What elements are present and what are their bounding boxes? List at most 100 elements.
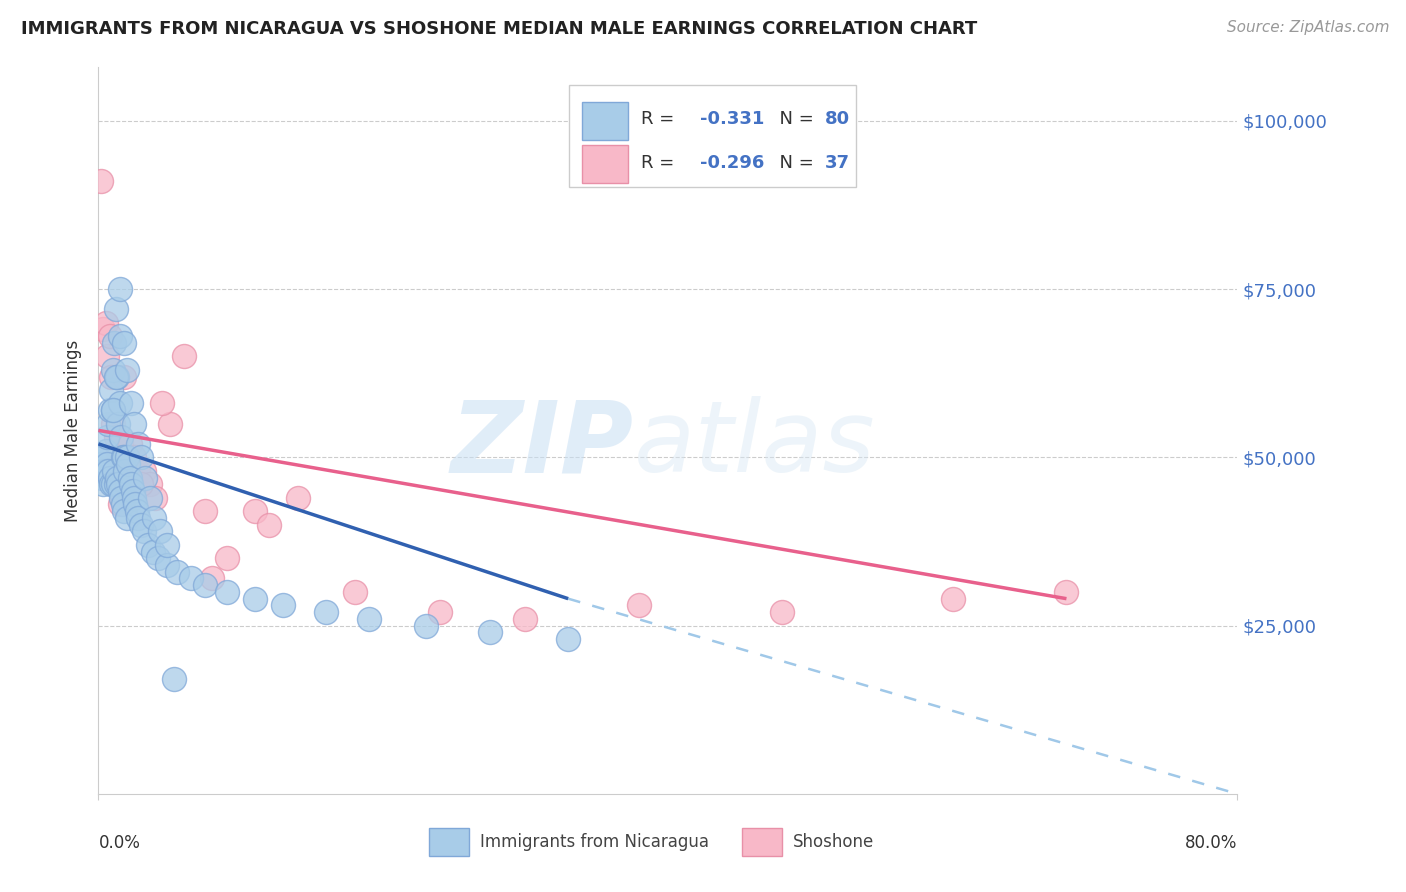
Point	[152, 396, 174, 410]
Point	[96, 457, 118, 471]
Point	[96, 430, 118, 444]
Point	[101, 363, 124, 377]
Point	[91, 470, 114, 484]
Text: atlas: atlas	[634, 396, 876, 493]
Point	[93, 450, 115, 465]
Point	[136, 538, 159, 552]
Point	[90, 457, 112, 471]
Point	[124, 498, 146, 512]
Point	[103, 335, 125, 350]
Point	[194, 504, 217, 518]
Point	[429, 605, 451, 619]
Text: 0.0%: 0.0%	[98, 834, 141, 852]
Point	[243, 591, 266, 606]
Point	[127, 511, 149, 525]
Point	[101, 403, 124, 417]
Point	[108, 282, 131, 296]
Point	[141, 544, 163, 558]
Point	[89, 450, 111, 465]
Point	[112, 504, 135, 518]
Point	[91, 464, 114, 478]
Point	[94, 316, 117, 330]
Point	[90, 174, 112, 188]
Point	[121, 483, 143, 498]
Point	[108, 483, 131, 498]
Point	[557, 632, 579, 646]
Point	[515, 612, 537, 626]
Point	[110, 430, 132, 444]
Point	[259, 517, 281, 532]
Point	[103, 464, 125, 478]
Point	[415, 618, 437, 632]
Point	[770, 605, 793, 619]
Point	[105, 369, 128, 384]
Point	[122, 491, 145, 505]
Point	[166, 565, 188, 579]
Point	[173, 349, 195, 363]
Text: ZIP: ZIP	[451, 396, 634, 493]
Bar	[429, 828, 468, 855]
Point	[118, 437, 141, 451]
Point	[100, 477, 122, 491]
Point	[111, 450, 134, 465]
Point	[118, 470, 141, 484]
Text: N =: N =	[768, 111, 820, 128]
Text: R =: R =	[641, 153, 679, 172]
Bar	[582, 102, 628, 140]
Point	[101, 477, 124, 491]
Point	[273, 599, 295, 613]
Point	[112, 369, 135, 384]
Point	[215, 551, 238, 566]
Point	[104, 477, 127, 491]
Text: Shoshone: Shoshone	[793, 833, 875, 851]
Point	[104, 369, 127, 384]
Point	[132, 524, 155, 539]
Y-axis label: Median Male Earnings: Median Male Earnings	[65, 339, 83, 522]
Point	[134, 470, 156, 484]
Text: R =: R =	[641, 111, 679, 128]
Point	[115, 464, 138, 478]
Point	[112, 450, 135, 465]
Point	[115, 511, 138, 525]
Point	[180, 572, 202, 586]
Text: N =: N =	[768, 153, 820, 172]
Text: Source: ZipAtlas.com: Source: ZipAtlas.com	[1226, 20, 1389, 35]
Point	[215, 585, 238, 599]
Point	[115, 450, 138, 465]
Text: Immigrants from Nicaragua: Immigrants from Nicaragua	[479, 833, 709, 851]
Point	[108, 396, 131, 410]
Point	[159, 417, 181, 431]
Point	[942, 591, 965, 606]
Point	[108, 329, 131, 343]
Point	[357, 612, 380, 626]
Point	[98, 470, 121, 484]
Point	[98, 403, 121, 417]
Point	[111, 498, 134, 512]
Text: IMMIGRANTS FROM NICARAGUA VS SHOSHONE MEDIAN MALE EARNINGS CORRELATION CHART: IMMIGRANTS FROM NICARAGUA VS SHOSHONE ME…	[21, 20, 977, 37]
Point	[100, 369, 122, 384]
Point	[120, 477, 142, 491]
Point	[93, 477, 115, 491]
Point	[110, 437, 132, 451]
Point	[122, 417, 145, 431]
Point	[122, 450, 145, 465]
Point	[107, 477, 129, 491]
Point	[120, 396, 142, 410]
Point	[343, 585, 366, 599]
Point	[105, 470, 128, 484]
Point	[125, 504, 148, 518]
Point	[108, 498, 131, 512]
Point	[127, 437, 149, 451]
Point	[104, 302, 127, 317]
Point	[145, 491, 167, 505]
Point	[114, 464, 136, 478]
Point	[201, 572, 224, 586]
Point	[243, 504, 266, 518]
Point	[98, 329, 121, 343]
Point	[115, 363, 138, 377]
Point	[94, 464, 117, 478]
Point	[156, 558, 179, 572]
Point	[101, 417, 124, 431]
Point	[107, 417, 129, 431]
Point	[132, 464, 155, 478]
